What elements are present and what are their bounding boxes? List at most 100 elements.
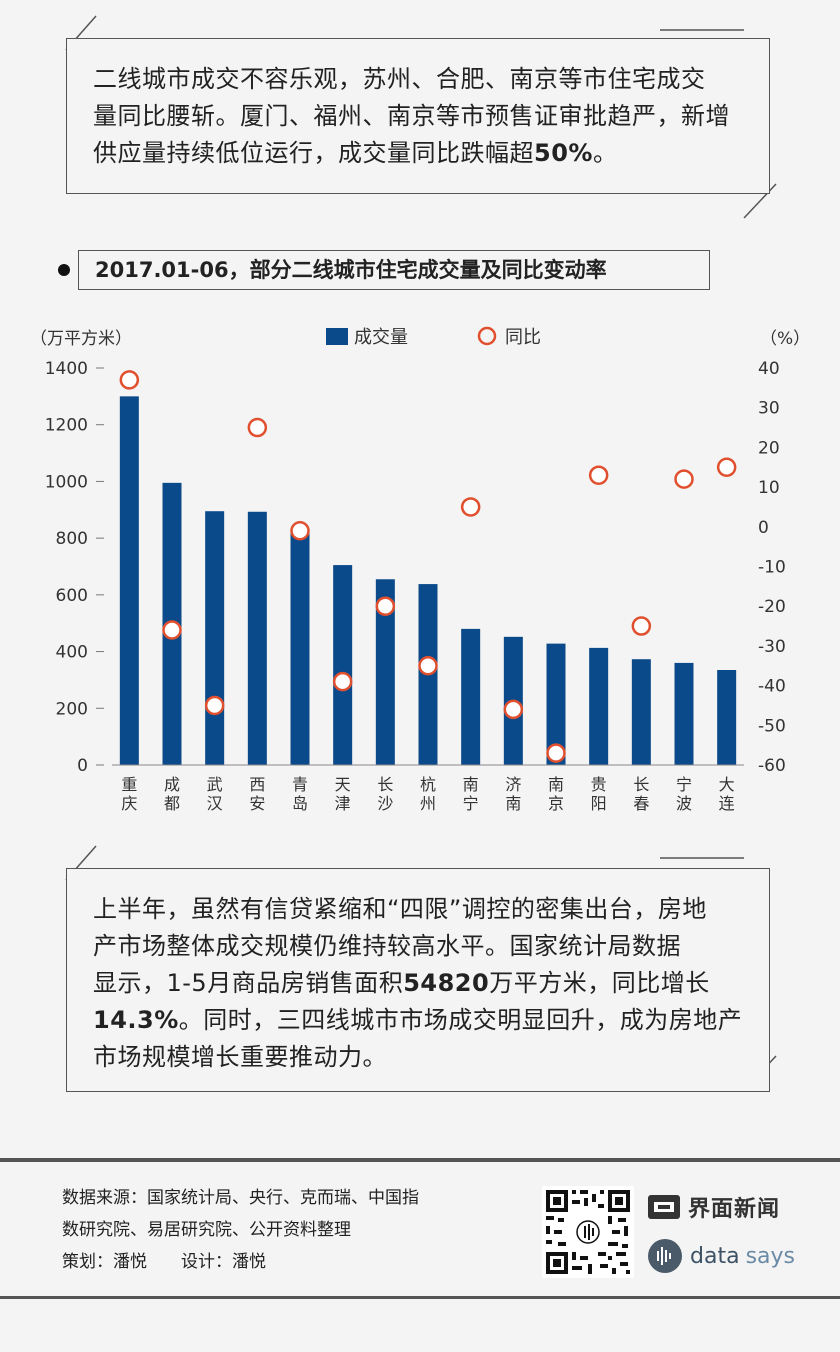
footer-divider: [0, 1296, 840, 1299]
category-label: 安: [249, 794, 265, 813]
category-label: 都: [164, 794, 180, 813]
category-label: 杭: [420, 775, 436, 794]
highlight-number: 14.3%: [93, 1006, 179, 1034]
data-point: [503, 699, 524, 720]
bar: [717, 670, 737, 765]
chart-title: 2017.01-06，部分二线城市住宅成交量及同比变动率: [78, 250, 710, 290]
category-label: 沙: [377, 794, 393, 813]
bar: [589, 647, 609, 765]
bar: [205, 511, 225, 765]
data-point: [716, 457, 737, 477]
data-point: [162, 620, 182, 640]
chart: （万平方米） （%）成交量 同比0200400600800100012001400-…: [30, 326, 810, 813]
right-axis-tick-label: -30: [758, 637, 786, 657]
data-point: [674, 469, 694, 489]
category-label: 贵: [591, 775, 607, 794]
top-note-line: 供应量持续低位运行，成交量同比跌幅超50%。: [93, 139, 618, 167]
legend-point-label: 同比: [505, 327, 541, 348]
category-label: 京: [548, 794, 564, 813]
data-source-line: 数研究院、易居研究院、公开资料整理: [62, 1220, 351, 1240]
category-label: 南: [463, 775, 479, 794]
bar: [247, 511, 267, 765]
data-point: [588, 465, 609, 485]
data-point: [631, 616, 652, 636]
category-label: 长: [377, 775, 393, 794]
top-note-line: 二线城市成交不容乐观，苏州、合肥、南京等市住宅成交: [93, 65, 706, 93]
category-label: 武: [207, 775, 223, 794]
category-label: 州: [420, 794, 436, 813]
data-point: [119, 370, 140, 390]
brand-text-says: says: [745, 1243, 795, 1269]
right-axis-tick-label: -40: [758, 677, 786, 697]
category-label: 阳: [591, 794, 607, 813]
bottom-note-line: 上半年，虽然有信贷紧缩和“四限”调控的密集出台，房地: [93, 895, 707, 923]
left-axis-unit: （万平方米）: [30, 329, 132, 349]
bar: [631, 659, 651, 765]
left-axis-tick-label: 400: [56, 643, 88, 663]
category-label: 春: [633, 794, 649, 813]
data-point: [332, 671, 353, 692]
legend-bar-swatch: [326, 328, 348, 345]
data-point: [204, 695, 225, 716]
data-says-logo-icon: [648, 1239, 682, 1273]
bottom-note-line: 14.3%。同时，三四线城市市场成交明显回升，成为房地产: [93, 1006, 743, 1034]
legend-point-swatch: [477, 326, 497, 346]
left-axis-tick-label: 1000: [45, 472, 88, 492]
brand-text-data: data: [690, 1243, 740, 1269]
bar: [290, 529, 310, 765]
right-axis-tick-label: -60: [758, 756, 786, 776]
category-label: 连: [719, 794, 735, 813]
left-axis-tick-label: 0: [77, 756, 88, 776]
data-source-line: 数据来源：国家统计局、央行、克而瑞、中国指: [62, 1188, 419, 1208]
bottom-note-line: 产市场整体成交规模仍维持较高水平。国家统计局数据: [93, 932, 681, 960]
jiemian-logo-icon: [648, 1195, 680, 1219]
right-axis-tick-label: 20: [758, 438, 780, 458]
category-label: 庆: [121, 794, 137, 813]
left-axis-tick-label: 600: [56, 586, 88, 606]
credits: 策划：潘悦 设计：潘悦: [62, 1252, 266, 1272]
category-label: 西: [249, 775, 265, 794]
category-label: 重: [121, 775, 137, 794]
category-label: 宁: [676, 775, 692, 794]
top-note-line: 量同比腰斩。厦门、福州、南京等市预售证审批趋严，新增: [93, 102, 730, 130]
top-note-box: 二线城市成交不容乐观，苏州、合肥、南京等市住宅成交 量同比腰斩。厦门、福州、南京…: [66, 38, 770, 194]
highlight-number: 50%: [534, 139, 593, 167]
data-point: [375, 596, 396, 616]
right-axis-tick-label: 10: [758, 478, 780, 498]
right-axis-tick-label: 0: [758, 518, 769, 538]
category-label: 大: [719, 775, 735, 794]
left-axis-tick-label: 800: [56, 529, 88, 549]
right-axis-tick-label: -50: [758, 716, 786, 736]
bar: [674, 662, 694, 765]
right-axis-tick-label: 40: [758, 359, 780, 379]
footer-divider: [0, 1158, 840, 1162]
category-label: 青: [292, 775, 308, 794]
brand-data-says[interactable]: data says: [648, 1236, 795, 1276]
data-point: [290, 521, 310, 541]
left-axis-tick-label: 1400: [45, 359, 88, 379]
right-axis-tick-label: -10: [758, 558, 786, 578]
qr-code-icon[interactable]: [542, 1186, 634, 1278]
footer-text: 数据来源：国家统计局、央行、克而瑞、中国指 数研究院、易居研究院、公开资料整理 …: [62, 1182, 419, 1278]
bullet-icon: [58, 264, 70, 276]
left-axis-tick-label: 200: [56, 699, 88, 719]
category-label: 济: [505, 775, 521, 794]
bar: [375, 579, 395, 765]
right-axis-tick-label: -20: [758, 597, 786, 617]
bar: [461, 628, 481, 765]
bottom-note-line: 显示，1-5月商品房销售面积54820万平方米，同比增长: [93, 969, 710, 997]
data-point: [460, 497, 481, 517]
bar: [119, 396, 139, 765]
category-label: 南: [505, 794, 521, 813]
data-point: [546, 743, 566, 763]
category-label: 岛: [292, 794, 308, 813]
brand-jiemian[interactable]: 界面新闻: [648, 1192, 780, 1222]
data-point: [418, 656, 438, 676]
category-label: 成: [164, 775, 180, 794]
data-point: [247, 417, 268, 438]
left-axis-tick-label: 1200: [45, 416, 88, 436]
category-label: 南: [548, 775, 564, 794]
category-label: 长: [633, 775, 649, 794]
bar: [546, 643, 566, 765]
category-label: 宁: [463, 794, 479, 813]
